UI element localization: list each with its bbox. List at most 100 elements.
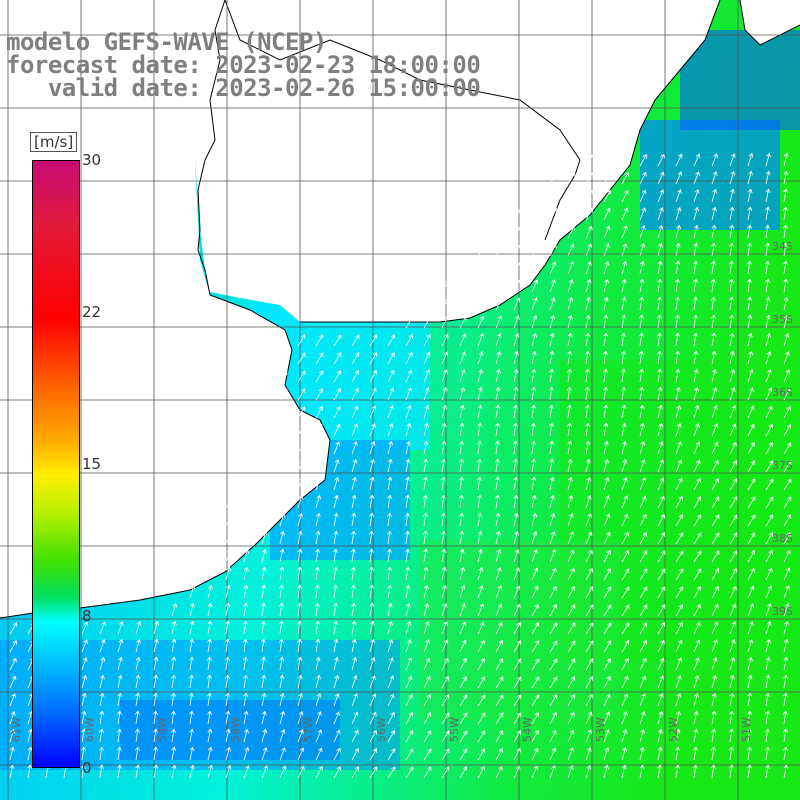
wind-arrow	[621, 422, 627, 437]
wind-arrow	[369, 638, 375, 653]
wind-arrow	[531, 712, 540, 725]
wind-arrow	[477, 422, 483, 437]
wind-arrow	[729, 386, 736, 401]
wind-arrow	[387, 422, 394, 437]
wind-arrow	[297, 423, 305, 437]
wind-arrow	[117, 656, 123, 671]
wind-arrow	[477, 368, 484, 383]
wind-arrow	[693, 224, 699, 239]
wind-arrow	[585, 440, 591, 455]
colorbar-tick-22: 22	[82, 303, 102, 321]
wind-arrow	[225, 531, 232, 545]
wind-arrow	[567, 693, 575, 707]
wind-arrow	[765, 332, 771, 347]
wind-arrow	[765, 549, 773, 563]
wind-arrow	[441, 675, 449, 689]
wind-arrow	[585, 154, 594, 167]
wind-arrow	[639, 171, 647, 185]
wind-arrow	[728, 746, 734, 761]
wind-arrow	[279, 530, 285, 545]
wind-arrow	[765, 638, 771, 653]
wind-arrow	[693, 674, 700, 689]
wind-arrow	[171, 602, 178, 617]
wind-arrow	[495, 386, 501, 401]
wind-arrow	[693, 404, 700, 419]
wind-arrow	[207, 746, 213, 761]
wind-arrow	[675, 728, 681, 743]
wind-arrow	[657, 260, 663, 275]
wind-arrow	[315, 352, 324, 365]
wind-arrow	[207, 638, 212, 653]
wind-arrow	[783, 314, 789, 329]
wind-arrow	[549, 261, 557, 275]
wind-arrow	[711, 639, 718, 653]
wind-arrow	[675, 260, 681, 275]
wind-arrow	[729, 674, 735, 689]
wind-arrow	[242, 638, 248, 653]
wind-arrow	[531, 530, 538, 545]
wind-arrow	[765, 314, 771, 329]
wind-arrow	[99, 638, 106, 653]
wind-arrow	[783, 387, 791, 401]
wind-arrow	[729, 638, 736, 653]
wind-arrow	[585, 422, 591, 437]
wind-arrow	[657, 550, 666, 563]
wind-arrow	[783, 603, 790, 617]
wind-arrows	[9, 152, 792, 779]
wind-arrow	[171, 764, 177, 779]
wind-arrow	[387, 405, 394, 419]
wind-arrow	[333, 692, 340, 707]
wind-arrow	[423, 440, 429, 455]
wind-arrow	[711, 621, 719, 635]
wind-arrow	[171, 746, 177, 761]
north-landmass	[0, 0, 720, 322]
wind-arrow	[531, 279, 539, 293]
wind-arrow	[99, 674, 105, 689]
wind-arrow	[639, 746, 645, 761]
wind-arrow	[297, 729, 304, 743]
wind-arrow	[477, 676, 486, 689]
wind-arrow	[369, 729, 377, 743]
wind-arrow	[171, 656, 177, 671]
wind-arrow	[783, 460, 792, 473]
wind-arrow	[765, 296, 771, 311]
wind-arrow	[603, 225, 611, 239]
wind-arrow	[405, 712, 413, 725]
wind-arrow	[153, 656, 159, 671]
wind-arrow	[440, 476, 446, 491]
wind-arrow	[765, 478, 774, 491]
wind-arrow	[531, 261, 539, 275]
wind-arrow	[657, 532, 666, 545]
wind-arrow	[279, 548, 285, 563]
wind-arrow	[549, 585, 557, 599]
wind-arrow	[333, 620, 339, 635]
wind-arrow	[639, 764, 645, 779]
wind-arrow	[476, 458, 482, 473]
wind-arrow	[603, 278, 609, 293]
wind-arrow	[261, 495, 268, 509]
wind-arrow	[585, 207, 593, 221]
wind-arrow	[675, 639, 683, 653]
wind-arrow	[297, 674, 303, 689]
wind-arrow	[711, 242, 717, 257]
wind-arrow	[495, 747, 503, 761]
wind-arrow	[549, 604, 557, 617]
wind-arrow	[315, 530, 321, 545]
wind-arrow	[603, 675, 611, 689]
wind-arrow	[729, 153, 736, 167]
wind-arrow	[81, 674, 88, 689]
wind-arrow	[405, 387, 412, 401]
wind-arrow	[783, 585, 790, 599]
wind-arrow	[495, 494, 501, 509]
wind-arrow	[782, 728, 788, 743]
wind-arrow	[512, 422, 518, 437]
wind-arrow	[351, 729, 359, 743]
wind-arrow	[224, 656, 230, 671]
wind-arrow	[279, 584, 284, 599]
wind-arrow	[351, 494, 357, 509]
wind-arrow	[567, 190, 576, 203]
wind-arrow	[657, 692, 664, 707]
wind-arrow	[693, 171, 700, 185]
wind-arrow	[297, 638, 303, 653]
wind-arrow	[585, 190, 593, 203]
